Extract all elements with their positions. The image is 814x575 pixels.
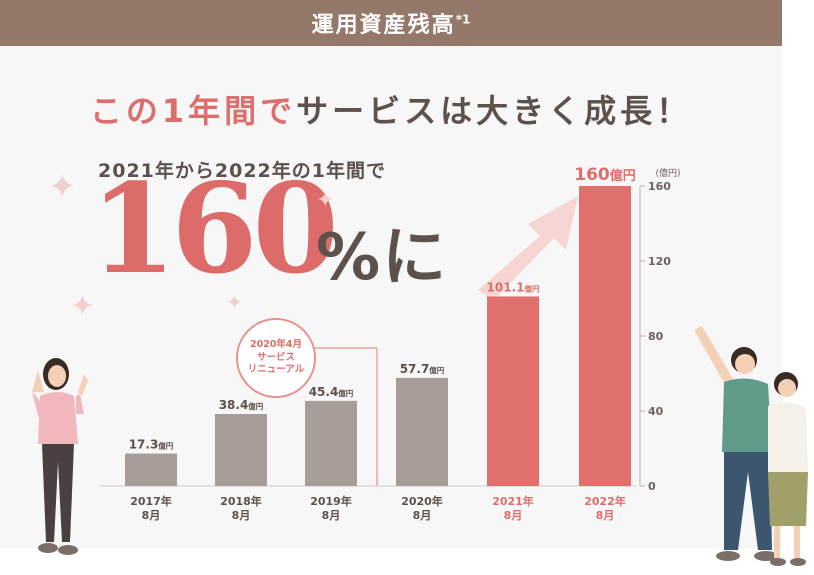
- category-month-label: 8月: [596, 509, 615, 522]
- y-tick-label: 120: [648, 255, 671, 268]
- bar-value-label: 45.4億円: [309, 385, 354, 399]
- category-year-label: 2020年: [401, 494, 443, 508]
- renewal-line1: 2020年4月: [249, 338, 303, 350]
- bar-value-number: 101.1: [487, 280, 525, 294]
- sparkle-icon: ✦: [316, 188, 335, 213]
- bar-value-label: 57.7億円: [400, 362, 445, 376]
- bar-value-label: 38.4億円: [219, 398, 264, 412]
- bar: [215, 414, 267, 486]
- header-title-text: 運用資産残高: [311, 13, 456, 38]
- y-tick-label: 0: [648, 480, 656, 493]
- category-year-label: 2017年: [130, 494, 172, 508]
- growth-arrow-icon: [478, 196, 578, 300]
- bar-value-unit: 億円: [610, 168, 636, 184]
- bar: [396, 377, 448, 486]
- y-tick-label: 80: [648, 330, 664, 343]
- bar-value-unit: 億円: [524, 283, 539, 293]
- category-year-label: 2019年: [310, 494, 352, 508]
- sparkle-icon: ✦: [226, 290, 243, 314]
- bar-value-number: 160: [574, 165, 610, 185]
- category-month-label: 8月: [142, 509, 161, 522]
- bar: [125, 453, 177, 486]
- headline: この1年間でサービスは大きく成長！: [0, 86, 782, 132]
- bar: [487, 296, 539, 486]
- category-month-label: 8月: [322, 509, 341, 522]
- y-axis-unit-label: (億円): [655, 167, 680, 179]
- bar: [305, 400, 357, 486]
- renewal-line2: サービス: [256, 351, 295, 363]
- header-bar: 運用資産残高*1: [0, 0, 782, 46]
- bar-value-label: 17.3億円: [129, 438, 174, 452]
- growth-suffix: %に: [316, 221, 449, 295]
- category-year-label: 2021年: [492, 494, 534, 508]
- header-footnote: *1: [455, 12, 471, 27]
- renewal-line3: リニューアル: [247, 364, 305, 376]
- bar-value-number: 57.7: [400, 362, 430, 376]
- couple-pointing-illustration: [694, 326, 808, 566]
- headline-accent: この1年間で: [89, 92, 297, 130]
- bar-value-unit: 億円: [429, 365, 444, 375]
- y-tick-label: 160: [648, 180, 671, 193]
- bar-value-number: 17.3: [129, 438, 159, 452]
- bar-value-label: 160億円: [574, 165, 636, 185]
- category-month-label: 8月: [232, 509, 251, 522]
- bar-value-number: 45.4: [309, 385, 339, 399]
- bar-value-unit: 億円: [248, 401, 263, 411]
- y-tick-label: 40: [648, 405, 664, 418]
- category-year-label: 2018年: [220, 494, 262, 508]
- sparkle-icon: ✦: [48, 167, 77, 207]
- category-month-label: 8月: [504, 509, 523, 522]
- category-year-label: 2022年: [584, 494, 626, 508]
- bar-value-label: 101.1億円: [487, 280, 540, 294]
- sparkle-icon: ✦: [70, 289, 96, 324]
- growth-number: 160: [90, 157, 339, 302]
- woman-cheering-illustration: [32, 358, 88, 555]
- header-title: 運用資産残高*1: [312, 7, 471, 39]
- headline-rest: サービスは大きく成長！: [296, 92, 693, 130]
- bar-value-number: 38.4: [219, 398, 249, 412]
- bar-value-unit: 億円: [338, 388, 353, 398]
- bar-value-unit: 億円: [158, 441, 173, 451]
- growth-subline: 2021年から2022年の1年間で: [98, 160, 386, 182]
- bar: [579, 186, 631, 486]
- category-month-label: 8月: [413, 509, 432, 522]
- renewal-annotation: 2020年4月 サービス リニューアル: [236, 318, 316, 398]
